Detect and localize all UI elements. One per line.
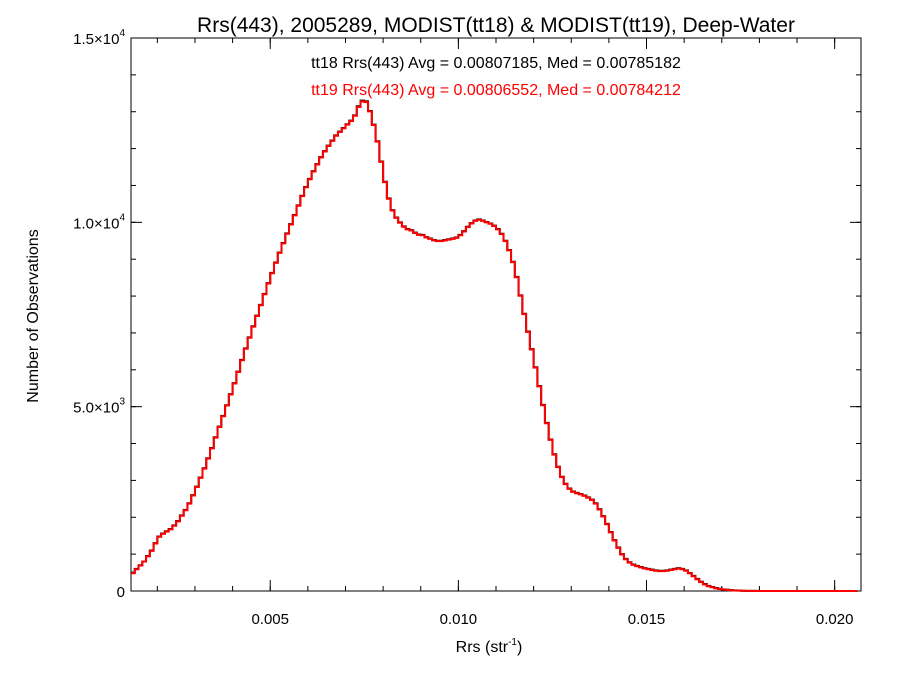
- x-axis: 0.005 0.010 0.015 0.020: [156, 38, 854, 628]
- series-tt18-line: [131, 99, 858, 592]
- tt18-stats-annotation: tt18 Rrs(443) Avg = 0.00807185, Med = 0.…: [311, 55, 681, 72]
- series-tt19-line: [131, 100, 858, 592]
- tt19-stats-annotation: tt19 Rrs(443) Avg = 0.00806552, Med = 0.…: [311, 82, 681, 99]
- x-axis-label: Rrs (str-1): [456, 637, 523, 656]
- plot-border: [130, 37, 862, 592]
- series-layer: [131, 99, 858, 592]
- plot-frame: [130, 37, 862, 592]
- y-tick-label: 0: [117, 584, 125, 601]
- y-axis-label: Number of Observations: [25, 229, 42, 402]
- x-tick-label: 0.015: [628, 611, 666, 628]
- y-tick-label: 5.0×103: [73, 397, 125, 417]
- x-tick-label: 0.010: [440, 611, 478, 628]
- x-tick-label: 0.005: [251, 611, 289, 628]
- chart-title: Rrs(443), 2005289, MODIST(tt18) & MODIST…: [197, 14, 795, 37]
- y-tick-label: 1.0×104: [73, 212, 125, 232]
- y-axis: 0 5.0×103 1.0×104 1.5×104: [73, 28, 861, 601]
- x-tick-label: 0.020: [816, 611, 854, 628]
- y-tick-label: 1.5×104: [73, 28, 125, 48]
